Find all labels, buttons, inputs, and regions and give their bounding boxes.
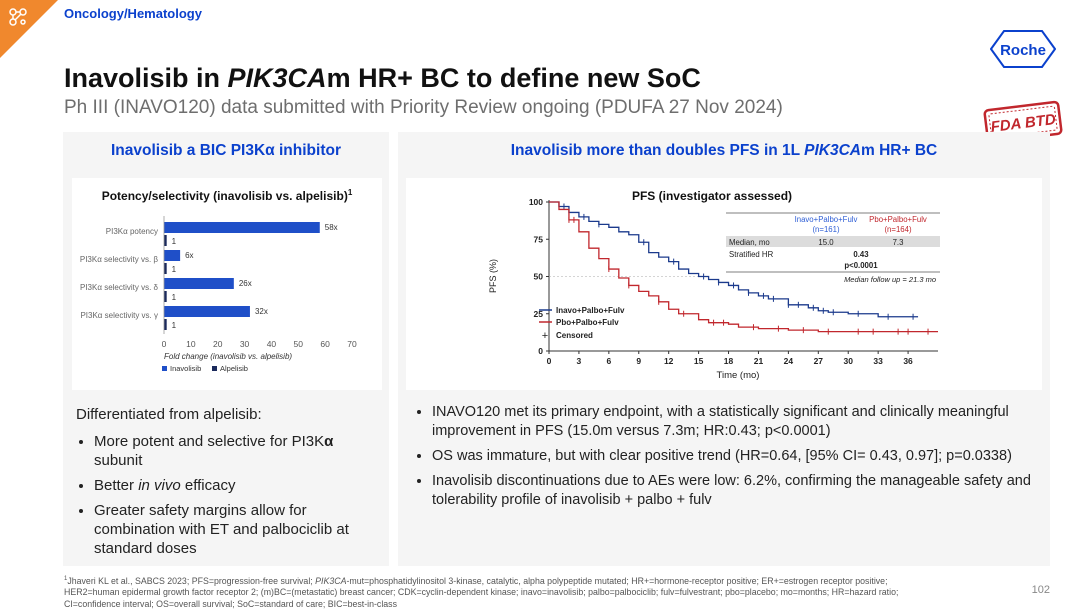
left-bullet-2: Better in vivo efficacy [94,476,381,495]
legend-label-inavo: Inavo+Palbo+Fulv [556,306,625,315]
table-hr-value: 0.43 [853,250,869,259]
km-x-tick-label: 3 [577,356,582,366]
right-bullet-3: Inavolisib discontinuations due to AEs w… [432,472,1034,510]
section-label: Oncology/Hematology [64,6,202,21]
potency-chart-title: Potency/selectivity (inavolisib vs. alpe… [101,188,353,203]
bar-x-tick-label: 60 [320,339,330,349]
km-x-tick-label: 27 [814,356,824,366]
roche-logo: Roche [990,30,1056,68]
bar-inavolisib [164,222,320,233]
left-intro: Differentiated from alpelisib: [76,406,262,423]
legend-label-inavolisib: Inavolisib [170,364,201,373]
molecule-icon [9,8,27,26]
km-y-tick-label: 0 [538,346,543,356]
km-x-tick-label: 0 [547,356,552,366]
km-title: PFS (investigator assessed) [632,189,792,203]
table-p-value: p<0.0001 [844,261,878,270]
table-col1-n: (n=161) [812,225,839,234]
bar-x-tick-label: 20 [213,339,223,349]
bar-value-label: 26x [239,279,252,288]
bar-category-label: PI3Kα selectivity vs. β [80,255,159,264]
km-y-tick-label: 25 [534,309,544,319]
legend-label-alpelisib: Alpelisib [220,364,248,373]
km-x-tick-label: 9 [636,356,641,366]
table-row1-v1: 15.0 [818,238,834,247]
table-row1-bg [726,236,940,247]
km-x-tick-label: 6 [606,356,611,366]
footnote-line-1: 1Jhaveri KL et al., SABCS 2023; PFS=prog… [64,575,888,586]
km-x-tick-label: 12 [664,356,674,366]
footnote-line-3: CI=confidence interval; OS=overall survi… [64,598,397,609]
left-panel-heading: Inavolisib a BIC PI3Kα inhibitor [110,142,341,159]
km-y-tick-label: 50 [534,272,544,282]
table-row1-label: Median, mo [729,238,770,247]
bar-inavolisib [164,306,250,317]
bar-x-tick-label: 0 [162,339,167,349]
bar-inavolisib [164,250,181,261]
bar-x-tick-label: 10 [186,339,196,349]
legend-censor-symbol: + [542,330,548,342]
legend-swatch-alpelisib [212,366,217,371]
legend-swatch-inavolisib [162,366,167,371]
bar-x-tick-label: 40 [267,339,277,349]
km-x-tick-label: 30 [843,356,853,366]
table-col1-header: Inavo+Palbo+Fulv [795,215,858,224]
bar-value-label: 58x [325,223,338,232]
km-x-tick-label: 36 [903,356,913,366]
table-row1-v2: 7.3 [893,238,904,247]
km-curve-inavo [549,201,919,318]
table-col2-header: Pbo+Palbo+Fulv [869,215,927,224]
right-bullets: INAVO120 met its primary endpoint, with … [414,403,1034,516]
bar-value-label: 1 [172,265,177,274]
potency-bar-chart: PI3Kα potency 58x 1 PI3Kα selectivity vs. β… [80,216,357,373]
km-x-tick-label: 15 [694,356,704,366]
bar-alpelisib [164,263,167,274]
right-bullet-1: INAVO120 met its primary endpoint, with … [432,403,1034,441]
km-x-tick-label: 21 [754,356,764,366]
bar-value-label: 1 [172,321,177,330]
legend-label-censored: Censored [556,331,593,340]
svg-text:Roche: Roche [1000,42,1046,59]
page-number: 102 [1031,584,1050,596]
table-col2-n: (n=164) [884,225,911,234]
legend-label-pbo: Pbo+Palbo+Fulv [556,318,619,327]
right-panel-heading: Inavolisib more than doubles PFS in 1L P… [510,142,938,159]
bar-category-label: PI3Kα selectivity vs. δ [80,283,159,292]
bar-x-axis-label: Fold change (inavolisib vs. alpelisib) [164,352,292,361]
bar-alpelisib [164,319,167,330]
bar-x-tick-label: 50 [294,339,304,349]
page-subtitle: Ph III (INAVO120) data submitted with Pr… [64,97,783,118]
left-bullet-3: Greater safety margins allow for combina… [94,501,381,558]
bar-x-tick-label: 70 [347,339,357,349]
km-x-tick-label: 33 [873,356,883,366]
bar-category-label: PI3Kα potency [106,227,158,236]
footnote-line-2: HER2=human epidermal growth factor recep… [64,587,899,598]
page-title: Inavolisib in PIK3CAm HR+ BC to define n… [64,63,701,93]
km-y-axis-label: PFS (%) [488,259,498,293]
km-y-tick-label: 75 [534,234,544,244]
table-followup-note: Median follow up = 21.3 mo [844,275,936,284]
fda-btd-stamp: FDA BTD [983,100,1063,144]
table-row2-label: Stratified HR [729,250,774,259]
bar-category-label: PI3Kα selectivity vs. γ [80,311,158,320]
bar-value-label: 1 [172,293,177,302]
km-y-tick-label: 100 [529,197,543,207]
right-bullet-2: OS was immature, but with clear positive… [432,447,1034,466]
bar-x-tick-label: 30 [240,339,250,349]
bar-value-label: 6x [185,251,193,260]
bar-alpelisib [164,291,167,302]
footnote: 1Jhaveri KL et al., SABCS 2023; PFS=prog… [64,574,994,610]
km-x-tick-label: 18 [724,356,734,366]
left-bullets: Differentiated from alpelisib: More pote… [76,405,381,564]
bar-value-label: 1 [172,237,177,246]
km-x-tick-label: 24 [784,356,794,366]
bar-alpelisib [164,235,167,246]
bar-value-label: 32x [255,307,268,316]
km-x-axis-label: Time (mo) [717,370,760,381]
bar-inavolisib [164,278,234,289]
left-bullet-1: More potent and selective for PI3Kα subu… [94,432,381,470]
corner-ribbon [0,0,58,58]
